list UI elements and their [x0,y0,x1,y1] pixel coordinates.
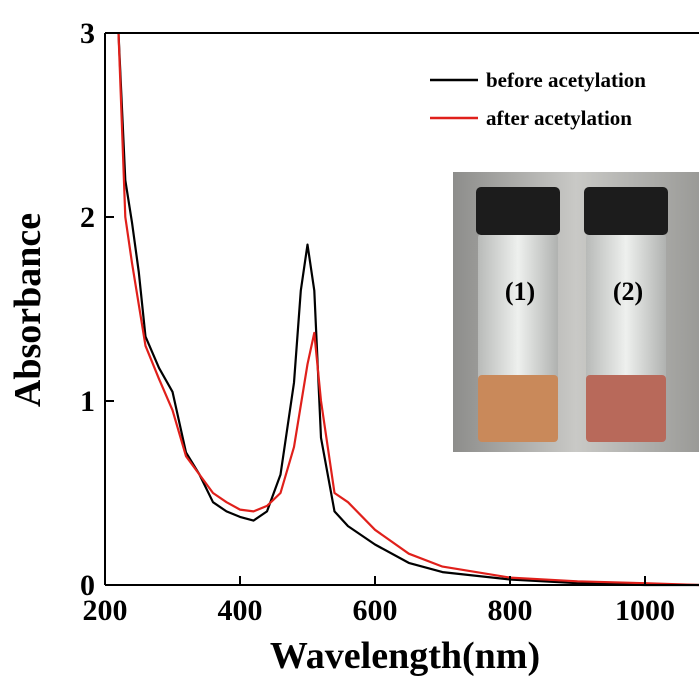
plot-area [104,32,699,587]
vial-liquid [586,375,666,442]
x-tick-label: 1000 [615,594,675,627]
y-tick-label: 3 [80,17,95,50]
x-tick-label: 200 [83,594,128,627]
vial-cap [584,187,668,235]
annotation: (2) [613,277,643,306]
y-axis-title: Absorbance [7,213,49,407]
legend-label: before acetylation [486,68,646,92]
series-line [117,32,699,587]
annotation: (1) [505,277,535,306]
x-tick-label: 400 [218,594,263,627]
x-axis-title: Wavelength(nm) [270,635,540,677]
vial-liquid [478,375,558,442]
y-tick-label: 0 [80,569,95,602]
vial-cap [476,187,560,235]
x-tick-label: 800 [488,594,533,627]
y-tick-label: 2 [80,201,95,234]
inset-photo: (1) (2) [453,172,699,452]
series-line [117,32,699,587]
x-tick-label: 600 [353,594,398,627]
legend-label: after acetylation [486,106,632,130]
y-tick-label: 1 [80,385,95,418]
